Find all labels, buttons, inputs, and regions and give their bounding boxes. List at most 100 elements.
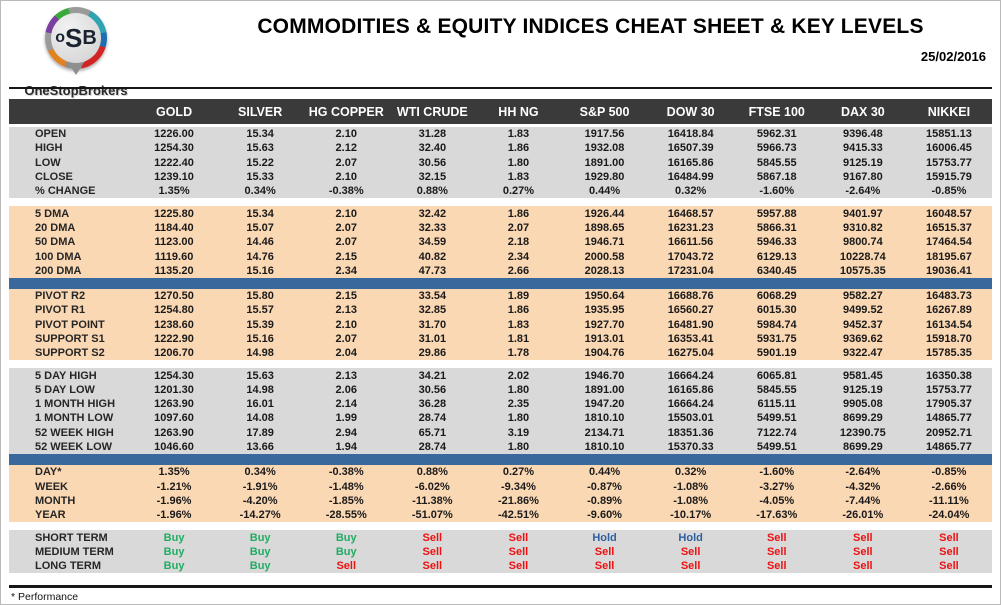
logo-letter-b: B bbox=[82, 26, 97, 49]
value-cell: 9396.48 bbox=[842, 128, 883, 141]
signal-cell: Hold bbox=[592, 531, 617, 544]
value-cell: -0.38% bbox=[328, 466, 364, 479]
value-cell: 1225.80 bbox=[154, 207, 194, 220]
value-cell: 2.15 bbox=[335, 250, 357, 263]
table-row: LOW 1222.40 15.22 2.07 30.56 1.80 1891.00 16165… bbox=[9, 156, 992, 170]
value-cell: 16507.39 bbox=[667, 142, 714, 155]
signal-cell: Sell bbox=[853, 545, 873, 558]
value-cell: 1946.70 bbox=[584, 369, 625, 382]
row-label: 200 DMA bbox=[35, 264, 82, 277]
logo-letter-o: o bbox=[55, 29, 65, 46]
value-cell: -4.20% bbox=[242, 494, 278, 507]
column-header: NIKKEI bbox=[927, 104, 971, 119]
value-cell: 6115.11 bbox=[757, 398, 797, 411]
value-cell: 2.10 bbox=[335, 171, 357, 184]
value-cell: 1926.44 bbox=[584, 207, 625, 220]
value-cell: -11.38% bbox=[412, 494, 453, 507]
section-divider-blue bbox=[9, 454, 992, 466]
value-cell: 2.94 bbox=[335, 426, 357, 439]
value-cell: 5499.51 bbox=[756, 412, 797, 425]
signal-cell: Sell bbox=[422, 560, 443, 573]
value-cell: 0.44% bbox=[588, 185, 621, 198]
value-cell: 9369.62 bbox=[842, 333, 883, 345]
value-cell: 1.94 bbox=[335, 441, 357, 454]
value-cell: 1891.00 bbox=[584, 156, 625, 169]
value-cell: 16483.73 bbox=[925, 290, 972, 303]
value-cell: 0.44% bbox=[588, 466, 621, 479]
row-label: 50 DMA bbox=[35, 236, 76, 249]
value-cell: 14.76 bbox=[246, 250, 274, 263]
row-label: MEDIUM TERM bbox=[35, 545, 114, 558]
value-cell: 2.07 bbox=[335, 156, 357, 169]
value-cell: 1046.60 bbox=[154, 441, 194, 454]
table-row: SUPPORT S2 1206.70 14.98 2.04 29.86 1.78 1904.… bbox=[9, 346, 992, 360]
value-cell: 15503.01 bbox=[667, 412, 714, 425]
row-label: MONTH bbox=[35, 494, 76, 507]
value-cell: -6.02% bbox=[414, 480, 450, 493]
value-cell: 1904.76 bbox=[584, 347, 625, 360]
row-label: PIVOT R1 bbox=[35, 304, 86, 317]
value-cell: 5901.19 bbox=[756, 347, 797, 360]
value-cell: 1.35% bbox=[158, 185, 190, 198]
value-cell: 2.10 bbox=[335, 128, 357, 141]
value-cell: 1.80 bbox=[507, 383, 530, 396]
value-cell: -28.55% bbox=[325, 509, 367, 522]
value-cell: 2.10 bbox=[335, 318, 357, 331]
row-label: CLOSE bbox=[35, 171, 73, 184]
value-cell: 14.46 bbox=[246, 236, 274, 249]
row-label: SHORT TERM bbox=[35, 531, 108, 544]
value-cell: 65.71 bbox=[418, 426, 447, 439]
signal-cell: Sell bbox=[853, 531, 873, 544]
value-cell: 16560.27 bbox=[667, 304, 714, 317]
table-row: 100 DMA 1119.60 14.76 2.15 40.82 2.34 2000.58 1… bbox=[9, 249, 992, 263]
value-cell: 1932.08 bbox=[584, 142, 625, 155]
value-cell: 5984.74 bbox=[756, 318, 797, 331]
table-section: PIVOT R2 1270.50 15.80 2.15 33.54 1.89 1950.64… bbox=[9, 288, 992, 361]
column-header-row: GOLD SILVER HG COPPER WTI CRUDE HH NG S&P 500… bbox=[9, 99, 992, 124]
value-cell: 32.15 bbox=[418, 171, 447, 184]
value-cell: -7.44% bbox=[845, 494, 881, 507]
signal-cell: Sell bbox=[508, 560, 529, 573]
value-cell: 15.22 bbox=[246, 156, 274, 169]
value-cell: 2.07 bbox=[507, 221, 530, 234]
value-cell: 16231.23 bbox=[667, 221, 714, 234]
value-cell: 1254.30 bbox=[154, 369, 194, 382]
signal-cell: Sell bbox=[508, 531, 529, 544]
value-cell: 19036.41 bbox=[925, 264, 972, 277]
row-label: SUPPORT S1 bbox=[35, 333, 105, 345]
row-label: 5 DAY HIGH bbox=[35, 369, 97, 382]
value-cell: 5931.75 bbox=[756, 333, 797, 345]
value-cell: -26.01% bbox=[842, 509, 884, 522]
value-cell: 16275.04 bbox=[667, 347, 714, 360]
signal-cell: Buy bbox=[335, 545, 357, 558]
value-cell: 1.86 bbox=[507, 304, 530, 317]
column-header: DAX 30 bbox=[840, 104, 885, 119]
value-cell: 1123.00 bbox=[154, 236, 194, 249]
value-cell: 16006.45 bbox=[925, 142, 972, 155]
value-cell: 1927.70 bbox=[584, 318, 625, 331]
value-cell: -0.89% bbox=[587, 494, 622, 507]
value-cell: 34.21 bbox=[418, 369, 447, 382]
table-row: OPEN 1226.00 15.34 2.10 31.28 1.83 1917.56 1641… bbox=[9, 127, 992, 141]
value-cell: 47.73 bbox=[418, 264, 447, 277]
value-cell: 16688.76 bbox=[667, 290, 714, 303]
column-header: DOW 30 bbox=[666, 104, 715, 119]
value-cell: 32.85 bbox=[418, 304, 447, 317]
value-cell: 31.70 bbox=[418, 318, 447, 331]
value-cell: 5957.88 bbox=[756, 207, 797, 220]
value-cell: 16611.56 bbox=[668, 236, 714, 249]
value-cell: 2.10 bbox=[335, 207, 357, 220]
row-label: YEAR bbox=[35, 509, 66, 522]
row-label: PIVOT R2 bbox=[35, 290, 86, 303]
value-cell: 15.16 bbox=[246, 333, 274, 345]
table-row: 52 WEEK LOW 1046.60 13.66 1.94 28.74 1.80 1810… bbox=[9, 440, 992, 454]
value-cell: 0.88% bbox=[416, 185, 448, 198]
row-label: 1 MONTH LOW bbox=[35, 412, 114, 425]
row-label: 100 DMA bbox=[35, 250, 82, 263]
value-cell: 15.63 bbox=[246, 142, 274, 155]
value-cell: 28.74 bbox=[418, 441, 447, 454]
logo-letter-s: S bbox=[64, 22, 83, 53]
value-cell: 12390.75 bbox=[839, 426, 886, 439]
footnote: * Performance bbox=[11, 591, 79, 604]
value-cell: 15.34 bbox=[246, 207, 274, 220]
